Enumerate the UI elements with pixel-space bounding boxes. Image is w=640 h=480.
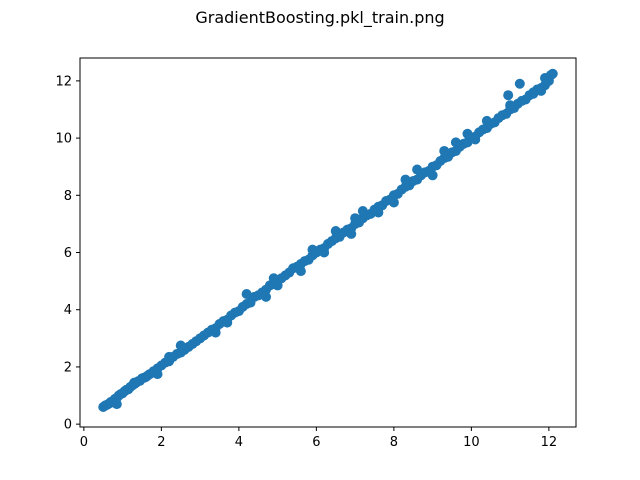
scatter-point — [528, 87, 539, 98]
scatter-point — [175, 340, 186, 351]
axes-frame — [79, 57, 577, 428]
x-tick-label: 12 — [541, 435, 558, 450]
scatter-point — [307, 244, 318, 255]
scatter-point — [450, 137, 461, 148]
y-axis: 0 2 4 6 8 10 12 — [55, 74, 80, 433]
scatter-point — [261, 291, 271, 302]
x-tick-label: 2 — [157, 435, 165, 450]
x-tick-label: 0 — [80, 435, 88, 450]
scatter-point — [272, 280, 283, 291]
scatter-point — [503, 90, 514, 101]
scatter-point — [462, 128, 473, 139]
scatter-point — [210, 327, 221, 338]
scatter-point — [545, 70, 556, 81]
x-axis: 0 2 4 6 8 10 12 — [80, 427, 557, 450]
scatter-point — [241, 288, 252, 299]
scatter-point — [319, 247, 330, 258]
scatter-point — [536, 85, 547, 96]
scatter-point — [295, 266, 306, 277]
x-tick-label: 4 — [235, 435, 243, 450]
scatter-point — [505, 100, 516, 111]
y-tick-label: 12 — [55, 74, 72, 89]
scatter-point — [346, 228, 357, 239]
y-tick-label: 4 — [64, 303, 72, 318]
y-tick-label: 2 — [64, 360, 72, 375]
scatter-point — [439, 145, 450, 156]
chart-title: GradientBoosting.pkl_train.png — [195, 8, 444, 28]
scatter-point — [388, 197, 399, 208]
x-tick-label: 10 — [463, 435, 480, 450]
scatter-point — [481, 115, 492, 126]
scatter-point — [164, 351, 175, 362]
scatter-point — [514, 78, 525, 89]
scatter-point — [129, 377, 140, 388]
scatter-point — [400, 174, 411, 185]
scatter-point — [357, 206, 368, 217]
x-tick-label: 8 — [390, 435, 398, 450]
scatter-point — [373, 207, 384, 218]
scatter-point — [470, 134, 481, 145]
y-tick-label: 0 — [64, 418, 72, 433]
scatter-point — [330, 226, 341, 237]
y-tick-label: 6 — [64, 246, 72, 261]
scatter-points — [98, 68, 558, 412]
scatter-point — [111, 399, 122, 410]
scatter-point — [222, 317, 233, 328]
y-tick-label: 10 — [55, 132, 72, 147]
scatter-point — [412, 164, 423, 175]
scatter-point — [152, 369, 163, 380]
scatter-point — [427, 170, 438, 181]
x-tick-label: 6 — [312, 435, 320, 450]
scatter-point — [350, 213, 361, 224]
y-tick-label: 8 — [64, 189, 72, 204]
